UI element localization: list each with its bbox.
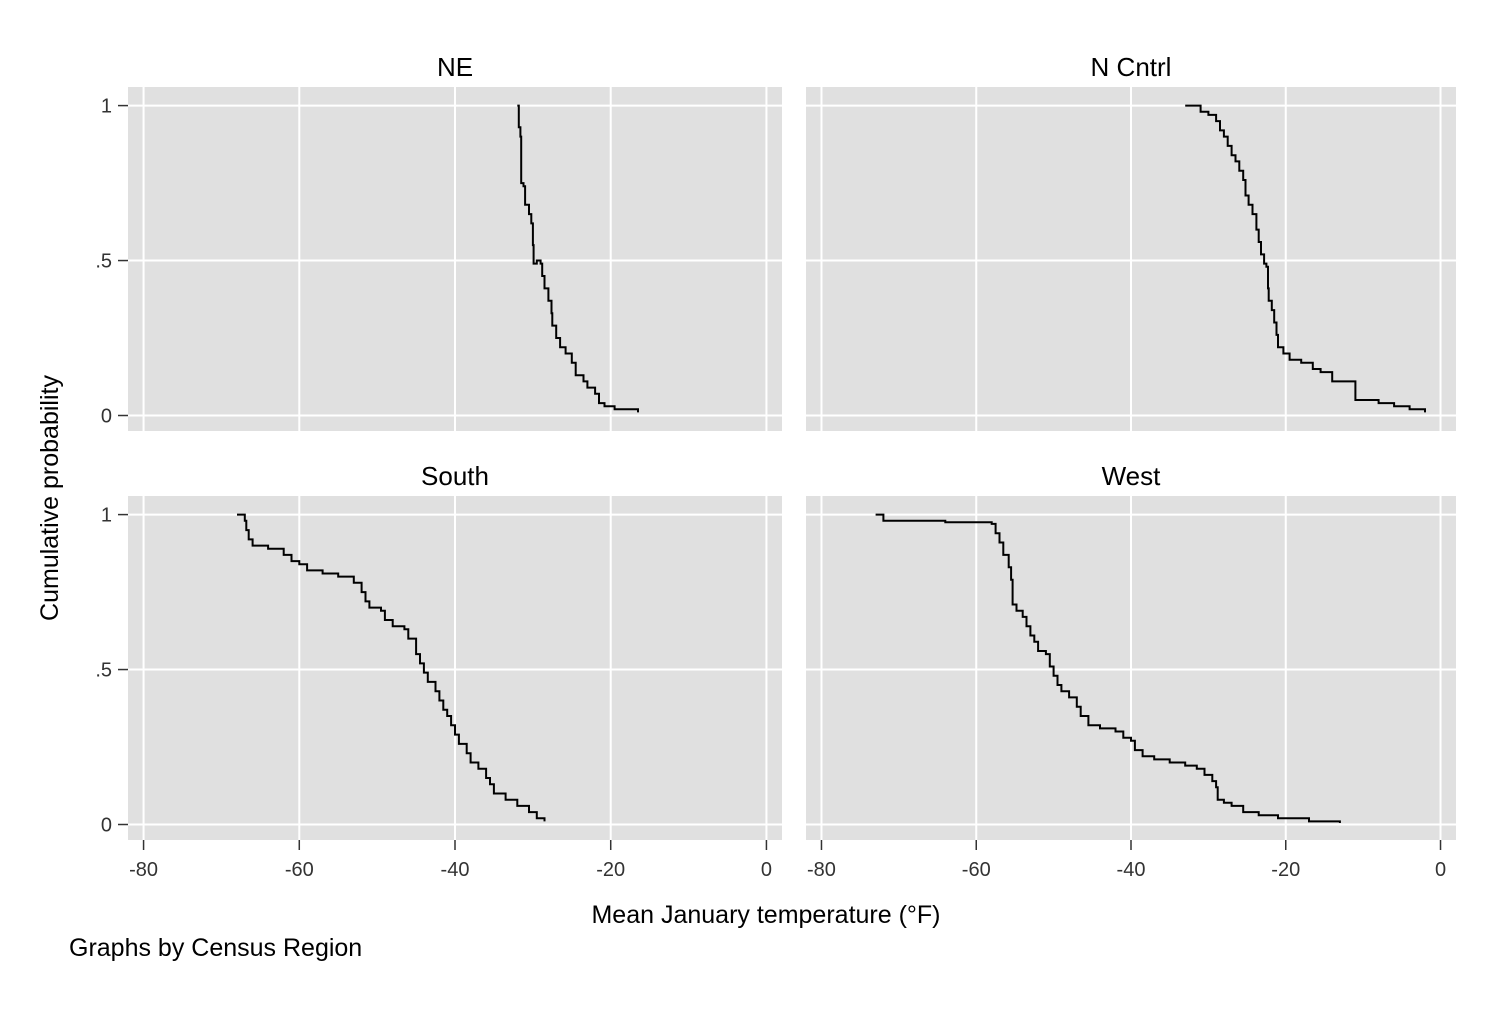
series-line-ne (517, 104, 639, 413)
x-tick-label: -60 (962, 859, 991, 881)
y-tick-label: 1 (101, 96, 112, 118)
x-tick-label: -80 (807, 859, 836, 881)
x-tick-label: -20 (596, 859, 625, 881)
x-tick-label: -40 (441, 859, 470, 881)
x-tick-label: 0 (761, 859, 772, 881)
panel-n-cntrl: N Cntrl (806, 52, 1456, 431)
series-line-west (875, 513, 1341, 823)
series-line-south (237, 513, 546, 822)
y-tick-label: 1 (101, 505, 112, 527)
graphs-by-note: Graphs by Census Region (69, 934, 362, 962)
panel-title: South (421, 461, 489, 491)
x-tick-label: -20 (1271, 859, 1300, 881)
panel-title: West (1102, 461, 1162, 491)
panel-south: South 0 .5 1 -80 -60 -40 -20 0 (95, 461, 782, 881)
y-tick-label: 0 (101, 406, 112, 428)
series-line-n-cntrl (1185, 104, 1426, 413)
panel-title: N Cntrl (1091, 52, 1172, 82)
y-tick-label: .5 (95, 251, 112, 273)
panel-west: West -80 -60 -40 -20 0 (806, 461, 1456, 881)
x-axis-title: Mean January temperature (°F) (591, 901, 940, 929)
panel-title: NE (437, 52, 473, 82)
panel-ne: NE 0 .5 1 (95, 52, 782, 431)
x-tick-label: -60 (285, 859, 314, 881)
panels-layer: NE 0 .5 1 N Cntrl South 0 .5 1 -80 -60 -40 -20 0 West -… (95, 52, 1456, 881)
y-tick-label: 0 (101, 815, 112, 837)
x-tick-label: -40 (1117, 859, 1146, 881)
x-tick-label: 0 (1435, 859, 1446, 881)
x-tick-label: -80 (129, 859, 158, 881)
y-tick-label: .5 (95, 660, 112, 682)
y-axis-title: Cumulative probability (36, 375, 64, 621)
